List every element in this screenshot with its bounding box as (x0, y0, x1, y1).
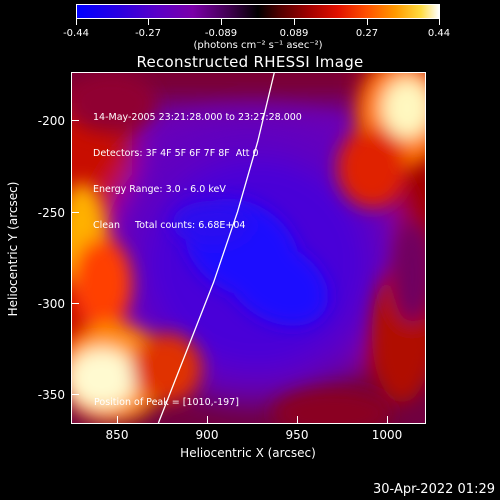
render-timestamp: 30-Apr-2022 01:29 (373, 482, 495, 497)
info-line-energy: Energy Range: 3.0 - 6.0 keV (93, 184, 226, 195)
x-tick-mark (207, 416, 208, 424)
info-line-counts: Clean Total counts: 6.68E+04 (93, 220, 246, 231)
x-tick-mark (297, 416, 298, 424)
colorbar-tick-mark (294, 19, 295, 25)
x-tick-label: 1000 (371, 428, 403, 442)
colorbar-tick-mark (221, 19, 222, 25)
y-tick-mark (71, 212, 79, 213)
info-line-detectors: Detectors: 3F 4F 5F 6F 7F 8F Att 0 (93, 148, 259, 159)
y-tick-label: -250 (37, 206, 65, 220)
x-tick-mark (387, 416, 388, 424)
colorbar-tick-mark (367, 19, 368, 25)
colorbar-tick-label: -0.089 (204, 28, 238, 39)
x-tick-label: 950 (285, 428, 309, 442)
colorbar-tick-label: -0.27 (135, 28, 161, 39)
peak-position-label: Position of Peak = [1010,-197] (94, 397, 239, 408)
colorbar-tick-mark (76, 19, 77, 25)
colorbar-tick-mark (148, 19, 149, 25)
colorbar (76, 4, 440, 19)
colorbar-units: (photons cm⁻² s⁻¹ asec⁻²) (193, 40, 323, 51)
colorbar-tick-label: 0.089 (279, 28, 309, 39)
colorbar-tick-label: 0.44 (427, 28, 451, 39)
x-tick-label: 900 (195, 428, 219, 442)
x-tick-label: 850 (105, 428, 129, 442)
colorbar-tick-label: -0.44 (63, 28, 89, 39)
solar-limb-curve (157, 73, 275, 423)
x-axis-label: Heliocentric X (arcsec) (180, 446, 316, 460)
y-tick-mark (71, 120, 79, 121)
chart-title: Reconstructed RHESSI Image (136, 53, 364, 71)
heatmap-image (72, 73, 425, 423)
info-line-time: 14-May-2005 23:21:28.000 to 23:27:28.000 (93, 112, 302, 123)
y-tick-label: -300 (37, 297, 65, 311)
y-tick-mark (71, 303, 79, 304)
observation-info: 14-May-2005 23:21:28.000 to 23:27:28.000… (93, 88, 302, 244)
y-tick-label: -200 (37, 114, 65, 128)
y-tick-mark (71, 394, 79, 395)
colorbar-tick-label: 0.27 (355, 28, 379, 39)
plot-area (71, 72, 426, 424)
y-tick-label: -350 (37, 388, 65, 402)
colorbar-tick-mark (439, 19, 440, 25)
x-tick-mark (117, 416, 118, 424)
y-axis-label: Heliocentric Y (arcsec) (6, 181, 20, 317)
